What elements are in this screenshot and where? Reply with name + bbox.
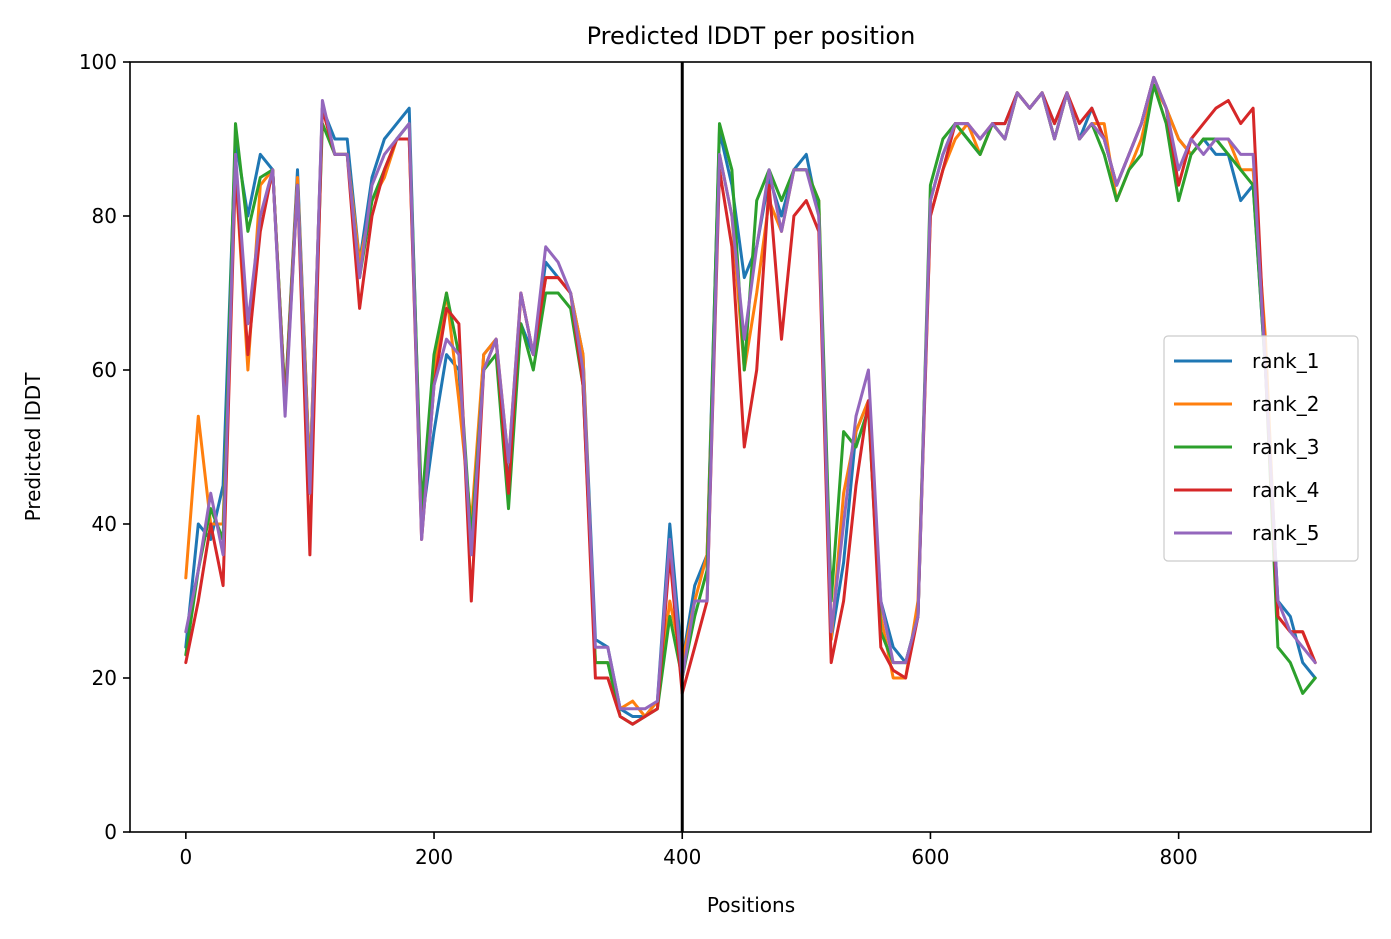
plot-frame <box>129 61 1372 833</box>
y-axis-title: Predicted lDDT <box>21 372 45 522</box>
y-tick-label: 20 <box>92 666 117 690</box>
legend-label: rank_4 <box>1252 478 1319 502</box>
series-line-rank-1 <box>184 75 1317 718</box>
x-tick-label: 0 <box>179 845 192 869</box>
x-tick-label: 800 <box>1160 845 1198 869</box>
legend-label: rank_2 <box>1252 392 1319 416</box>
x-axis-ticks: 0 200 400 600 800 <box>179 832 1198 869</box>
x-tick-label: 400 <box>663 845 701 869</box>
x-axis-title: Positions <box>707 893 795 917</box>
legend-label: rank_1 <box>1252 349 1319 373</box>
y-tick-label: 60 <box>92 358 117 382</box>
chart-title: Predicted lDDT per position <box>587 22 916 50</box>
series-line-rank-5 <box>184 75 1317 711</box>
y-tick-label: 100 <box>79 50 117 74</box>
legend-label: rank_5 <box>1252 521 1319 545</box>
legend: rank_1 rank_2 rank_3 rank_4 rank_5 <box>1163 335 1359 562</box>
series-layer <box>184 75 1317 726</box>
y-tick-label: 80 <box>92 204 117 228</box>
y-axis-ticks: 0 20 40 60 80 100 <box>79 50 130 844</box>
legend-label: rank_3 <box>1252 435 1319 459</box>
x-tick-label: 600 <box>911 845 949 869</box>
series-line-rank-4 <box>184 75 1317 726</box>
y-tick-label: 0 <box>104 820 117 844</box>
y-tick-label: 40 <box>92 512 117 536</box>
legend-box <box>1163 335 1359 562</box>
x-tick-label: 200 <box>415 845 453 869</box>
